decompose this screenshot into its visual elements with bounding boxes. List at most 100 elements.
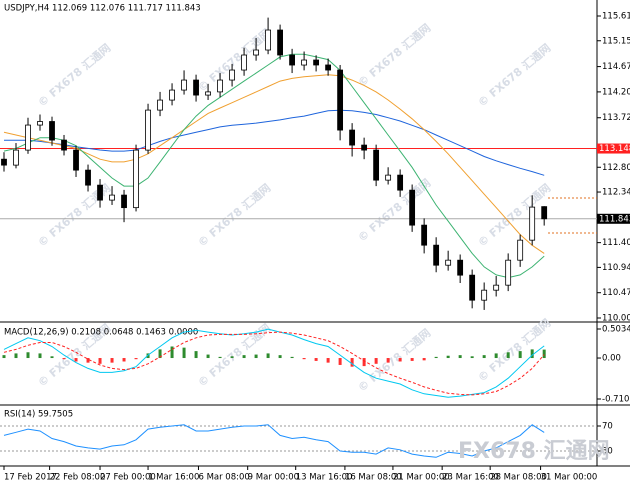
histogram-bar [170,346,174,359]
y-tick-label: 110.470 [602,288,630,298]
histogram-bar [86,358,90,363]
price-label-bg [597,143,630,154]
candle-body [481,289,488,301]
candle-body [97,184,103,201]
x-tick-label: 21 Mar 00:00 [393,473,450,483]
candle-body [301,59,307,66]
x-tick-label: 9 Mar 00:00 [248,473,299,483]
histogram-bar [206,354,210,359]
histogram-bar [302,358,306,360]
indicator-line [4,109,545,176]
candle-body [517,239,524,261]
candle-body [373,149,380,181]
y-tick-label: 30 [602,447,613,457]
indicator-line [3,424,545,458]
x-tick-label: 22 Feb 08:00 [50,473,106,483]
candle-body [193,79,199,96]
histogram-bar [14,353,18,359]
candle-body [541,206,548,220]
histogram-bar [470,356,474,359]
candle-body [229,69,235,81]
candle-body [421,224,428,246]
y-tick-label: 0.5034 [602,324,630,334]
candle-body [313,59,320,66]
candle-body [169,89,175,101]
candle-body [61,139,67,151]
candle-body [217,79,223,93]
candle-body [469,274,476,301]
candle-body [73,149,79,171]
candle-body [1,158,7,166]
candle-body [25,124,31,151]
candle-body [493,284,500,291]
y-tick-label: 112.340 [602,188,630,198]
price-label-bg [597,213,630,224]
candle-body [505,259,512,286]
candle-body [109,194,115,201]
histogram-bar [2,355,6,359]
x-tick-label: 1 Mar 16:00 [148,473,199,483]
histogram-bar [518,351,522,359]
candle-body [277,29,283,56]
histogram-bar [338,358,342,365]
candle-body [85,169,91,186]
y-tick-label: 0.00 [602,354,621,364]
y-tick-label: 110.000 [602,314,630,324]
histogram-bar [398,358,402,362]
histogram-bar [290,356,294,359]
histogram-bar [182,347,186,359]
y-tick-label: 112.800 [602,163,630,173]
plot: USDJPY,H4 112.069 112.076 111.717 111.84… [0,4,630,483]
candle-body [157,99,163,111]
price-label: 111.843 [599,214,630,224]
candle-body [349,129,356,146]
candle-body [289,54,295,66]
indicator-line [3,331,545,396]
candle-body [529,206,536,241]
indicator-line [3,53,545,279]
histogram-bar [314,358,318,361]
candle-body [433,244,440,266]
histogram-bar [266,353,270,359]
y-tick-label: 110.940 [602,263,630,273]
candle-body [37,121,43,126]
y-tick-label: 111.400 [602,238,630,248]
x-tick-label: 17 Feb 2017 [4,473,57,483]
candle-body [265,29,271,51]
x-tick-label: 16 Mar 08:00 [345,473,402,483]
y-tick-label: 114.200 [602,87,630,97]
histogram-bar [74,358,78,362]
y-tick-label: 115.150 [602,36,630,46]
histogram-bar [410,358,414,361]
candle-body [205,91,211,96]
candle-body [49,121,55,141]
x-tick-label: 13 Mar 16:00 [296,473,353,483]
candle-body [325,64,332,71]
y-tick-label: 115.610 [602,11,630,21]
candle-body [385,174,392,181]
histogram-bar [386,358,390,363]
histogram-bar [194,351,198,359]
candle-body [397,174,404,191]
histogram-bar [230,356,234,359]
histogram-bar [242,355,246,359]
candle-body [13,149,19,166]
histogram-bar [110,358,114,363]
histogram-bar [422,358,426,361]
histogram-bar [278,355,282,359]
candle-body [145,109,151,151]
y-tick-label: 70 [602,422,613,432]
histogram-bar [494,353,498,359]
histogram-bar [458,355,462,359]
histogram-bar [542,349,546,359]
x-tick-label: 23 Mar 16:00 [442,473,499,483]
panel-title: USDJPY,H4 112.069 112.076 111.717 111.84… [4,4,201,14]
histogram-bar [506,352,510,359]
y-tick-label: 113.720 [602,113,630,123]
x-tick-label: 6 Mar 08:00 [198,473,249,483]
histogram-bar [434,356,438,359]
candle-body [121,194,127,209]
histogram-bar [254,354,258,359]
